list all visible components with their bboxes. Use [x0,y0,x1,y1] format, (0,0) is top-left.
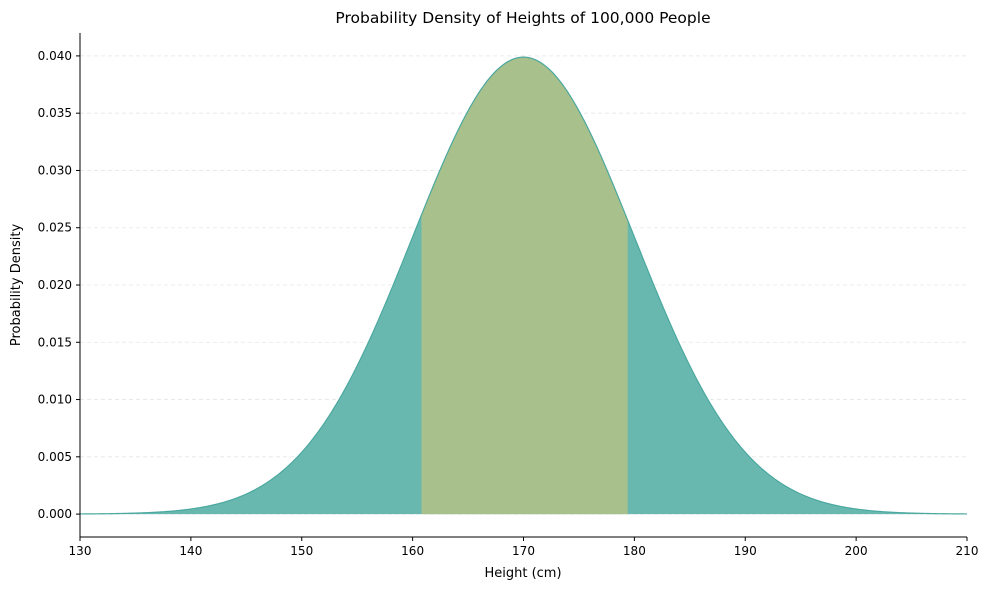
x-tick-label-6: 190 [734,544,757,558]
x-tick-label-0: 130 [69,544,92,558]
y-tick-label-5: 0.025 [38,221,72,235]
x-tick-label-3: 160 [401,544,424,558]
x-axis-ticks: 130 140 150 160 170 180 190 200 210 [69,537,979,558]
x-tick-label-4: 170 [512,544,535,558]
x-tick-label-7: 200 [845,544,868,558]
x-tick-label-5: 180 [623,544,646,558]
y-tick-label-7: 0.035 [38,106,72,120]
density-areas [79,56,968,515]
x-tick-label-2: 150 [290,544,313,558]
x-tick-label-8: 210 [956,544,979,558]
y-tick-label-0: 0.000 [38,507,72,521]
chart-title: Probability Density of Heights of 100,00… [335,9,710,27]
y-tick-label-4: 0.020 [38,278,72,292]
x-tick-label-1: 140 [179,544,202,558]
x-axis-label: Height (cm) [484,566,561,581]
y-axis-ticks: 0.000 0.005 0.010 0.015 0.020 0.025 0.030 0.035… [38,49,80,521]
y-axis-label: Probability Density [9,224,24,347]
density-curve [79,56,968,515]
y-tick-label-1: 0.005 [38,450,72,464]
y-tick-label-8: 0.040 [38,49,72,63]
y-tick-label-2: 0.010 [38,393,72,407]
y-tick-label-3: 0.015 [38,335,72,349]
y-tick-label-6: 0.030 [38,163,72,177]
density-area-1 [421,57,628,515]
